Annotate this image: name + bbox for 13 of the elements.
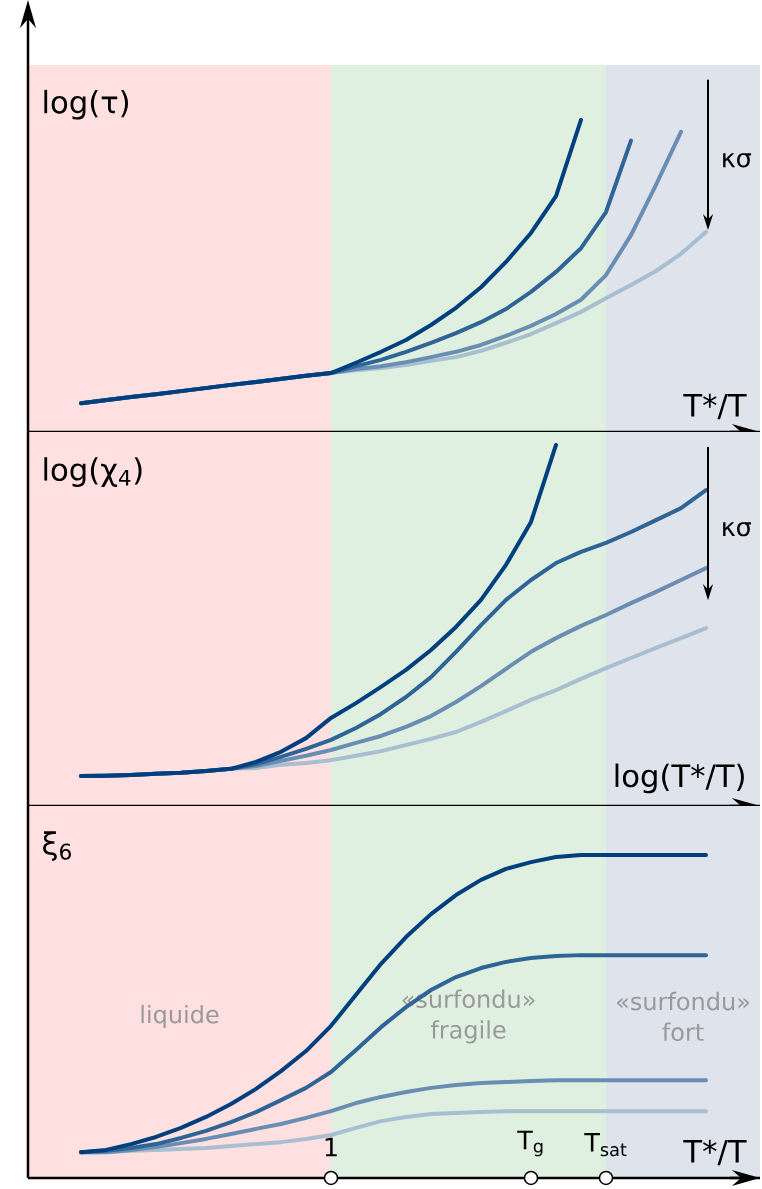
x-tick-label: T$_{sat}$ xyxy=(584,1133,627,1157)
x-tick-label: 1 xyxy=(325,1137,337,1157)
text: κσ xyxy=(723,153,752,168)
text: κσ xyxy=(723,522,752,537)
x-axis-title: T*/T xyxy=(683,1139,747,1166)
y-axis-title: log(τ) xyxy=(44,89,128,120)
annotation: «surfondu» fort xyxy=(616,991,750,1042)
y-axis-title: log(χ$_{4}$) xyxy=(44,457,142,487)
y-axis-title: ξ$_{6}$ xyxy=(43,831,71,861)
x-tick-label: T$_{g}$ xyxy=(517,1130,543,1157)
x-axis-title: log(T*/T) xyxy=(615,763,744,794)
annotation: liquide xyxy=(141,1004,219,1029)
x-axis-title: T*/T xyxy=(683,393,747,420)
